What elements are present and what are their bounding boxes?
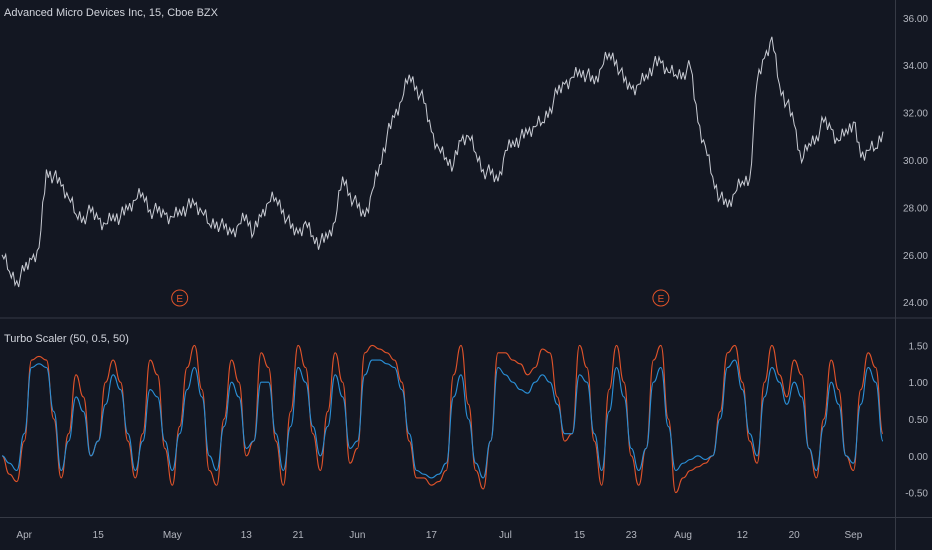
main-legend[interactable]: Advanced Micro Devices Inc, 15, Cboe BZX — [4, 7, 218, 19]
time-tick-label: May — [163, 530, 182, 541]
indicator-tick-label: 0.50 — [909, 415, 929, 426]
time-tick-label: 15 — [574, 530, 586, 541]
earnings-marker-label: E — [658, 294, 665, 305]
time-tick-label: 12 — [737, 530, 749, 541]
time-tick-label: 13 — [241, 530, 253, 541]
price-tick-label: 32.00 — [903, 109, 928, 120]
time-tick-label: Jul — [499, 530, 512, 541]
price-tick-label: 28.00 — [903, 203, 928, 214]
time-tick-label: Sep — [844, 530, 862, 541]
price-series-line[interactable] — [1, 36, 884, 288]
indicator-legend[interactable]: Turbo Scaler (50, 0.5, 50) — [4, 333, 129, 345]
price-tick-label: 26.00 — [903, 251, 928, 262]
time-tick-label: Jun — [349, 530, 365, 541]
time-tick-label: 15 — [93, 530, 105, 541]
price-tick-label: 30.00 — [903, 156, 928, 167]
earnings-marker-label: E — [176, 294, 183, 305]
indicator-tick-label: 1.00 — [909, 378, 929, 389]
time-tick-label: 23 — [626, 530, 638, 541]
indicator-tick-label: 1.50 — [909, 341, 929, 352]
indicator-blue-line[interactable] — [1, 359, 884, 479]
price-tick-label: 34.00 — [903, 61, 928, 72]
indicator-orange-line[interactable] — [1, 344, 884, 494]
indicator-tick-label: -0.50 — [905, 489, 928, 500]
time-tick-label: 21 — [293, 530, 305, 541]
time-tick-label: Aug — [674, 530, 692, 541]
time-tick-label: 17 — [426, 530, 438, 541]
earnings-marker-1[interactable] — [171, 289, 189, 307]
time-tick-label: 20 — [789, 530, 801, 541]
time-tick-label: Apr — [16, 530, 32, 541]
price-tick-label: 24.00 — [903, 298, 928, 309]
price-tick-label: 36.00 — [903, 14, 928, 25]
earnings-marker-2[interactable] — [652, 289, 670, 307]
indicator-tick-label: 0.00 — [909, 452, 929, 463]
